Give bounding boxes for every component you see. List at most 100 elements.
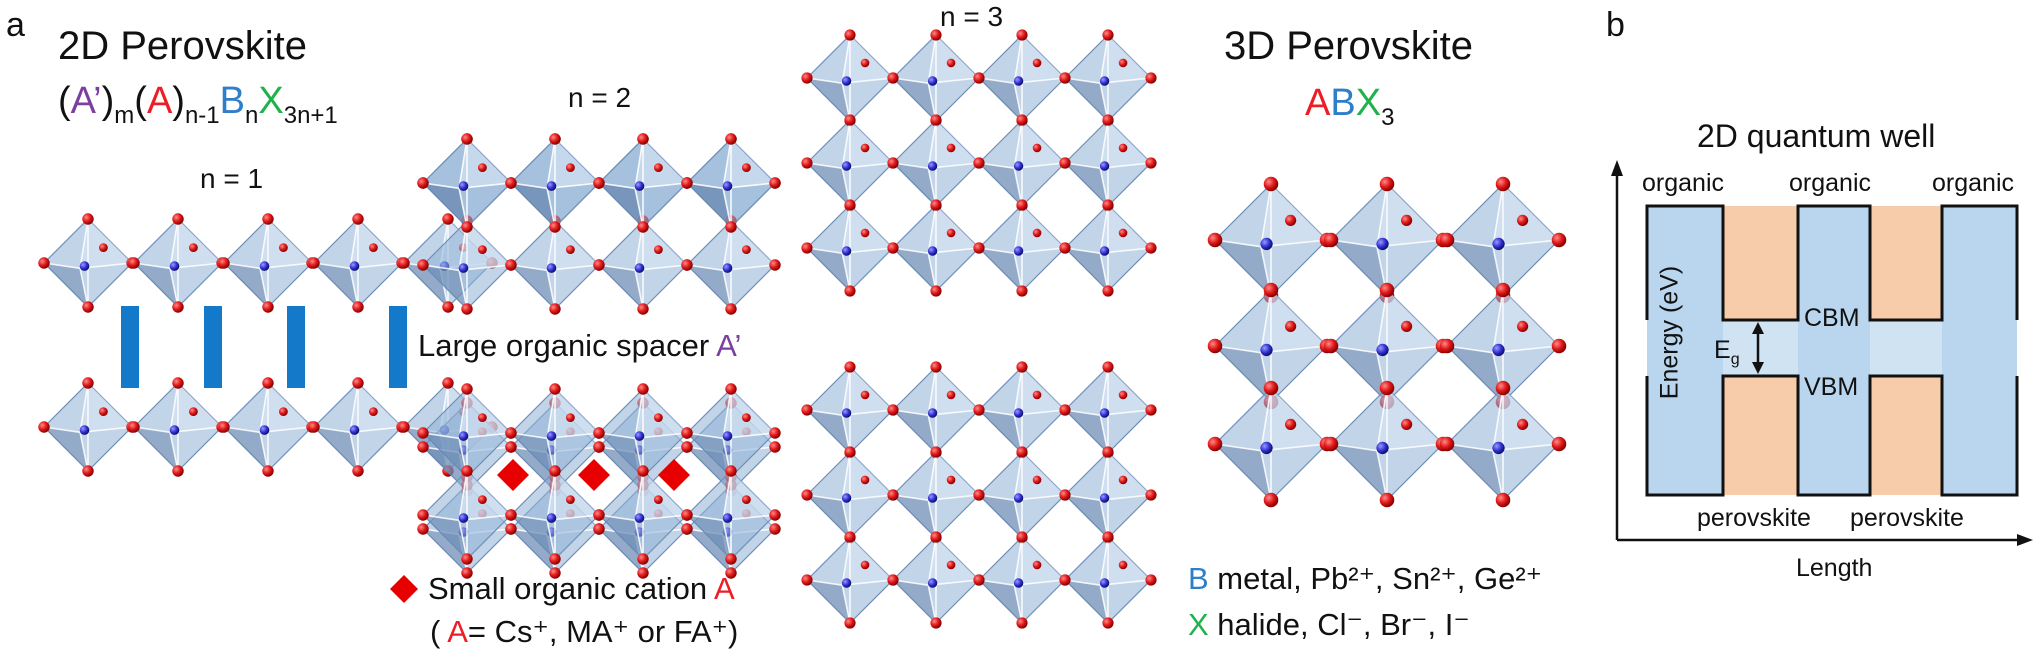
perovskite-well-bottom bbox=[1870, 376, 1942, 495]
octahedron-facet bbox=[80, 219, 132, 269]
octahedron-edge bbox=[722, 188, 732, 228]
octahedron-edge bbox=[841, 34, 851, 84]
octahedron-facet bbox=[842, 120, 893, 169]
halide-atom bbox=[654, 495, 663, 504]
perovskite-well-bottom bbox=[1723, 376, 1798, 495]
y-axis-label: Energy (eV) bbox=[1655, 265, 1684, 400]
halide-atom bbox=[1102, 446, 1114, 458]
halide-atom bbox=[801, 574, 813, 586]
halide-atom bbox=[1032, 228, 1042, 238]
metal-atom bbox=[1099, 246, 1110, 256]
octahedron bbox=[593, 133, 693, 233]
octahedron-facet bbox=[842, 35, 893, 84]
halide-atom bbox=[1495, 282, 1511, 298]
octahedron-facet bbox=[511, 515, 555, 559]
halide-atom bbox=[930, 531, 942, 543]
octahedron-facet bbox=[807, 410, 850, 453]
octahedron-facet bbox=[979, 410, 1022, 453]
halide-atom bbox=[681, 441, 693, 453]
octahedron-edge bbox=[1013, 119, 1023, 169]
metal-atom bbox=[1376, 343, 1389, 357]
octahedron-edge bbox=[927, 119, 937, 169]
octahedron-edge bbox=[978, 409, 1015, 416]
halide-atom bbox=[860, 475, 870, 485]
3d-lattice bbox=[1207, 176, 1567, 508]
octahedron-facet bbox=[979, 248, 1022, 291]
halide-atom bbox=[308, 421, 320, 433]
octahedron-edge bbox=[1099, 451, 1109, 501]
metal-atom bbox=[546, 431, 557, 441]
halide-atom bbox=[637, 133, 649, 145]
halide-atom bbox=[681, 177, 693, 189]
metal-atom bbox=[927, 76, 938, 86]
octahedron-edge bbox=[634, 188, 644, 228]
metal-atom bbox=[349, 261, 360, 271]
octahedron-facet bbox=[314, 427, 358, 471]
halide-atom bbox=[549, 133, 561, 145]
halide-atom bbox=[1032, 58, 1042, 68]
halide-atom bbox=[1263, 282, 1279, 298]
spacer-bar bbox=[121, 306, 139, 388]
2d-perovskite-formula: (A’)m(A)n-1BnX3n+1 bbox=[58, 82, 338, 128]
halide-atom bbox=[1285, 320, 1297, 332]
halide-atom bbox=[1059, 72, 1071, 84]
octahedron-edge bbox=[133, 262, 171, 270]
octahedron-facet bbox=[1014, 205, 1065, 254]
metal-atom bbox=[841, 161, 852, 171]
octahedron-edge bbox=[598, 264, 636, 272]
metal-atom bbox=[1099, 76, 1110, 86]
halide-atom bbox=[1016, 617, 1028, 629]
perovskite-label-1: perovskite bbox=[1697, 504, 1811, 532]
halide-atom bbox=[352, 465, 364, 477]
halide-atom bbox=[549, 303, 561, 315]
octahedron-facet bbox=[979, 163, 1022, 206]
octahedron-edge bbox=[259, 432, 269, 472]
octahedron bbox=[887, 531, 985, 629]
octahedron-facet bbox=[979, 78, 1022, 121]
octahedron bbox=[593, 465, 693, 565]
cation-examples: ( A= Cs⁺, MA⁺ or FA⁺) bbox=[430, 616, 738, 647]
octahedron-facet bbox=[842, 452, 893, 501]
octahedron-edge bbox=[313, 262, 351, 270]
octahedron-edge bbox=[510, 182, 548, 190]
octahedron-edge bbox=[223, 426, 261, 434]
bandgap-arrow-head bbox=[1752, 322, 1764, 334]
halide-atom bbox=[946, 228, 956, 238]
halide-atom bbox=[478, 413, 487, 422]
octahedron-edge bbox=[1492, 387, 1504, 451]
octahedron-edge bbox=[806, 247, 843, 254]
halide-atom bbox=[352, 377, 364, 389]
halide-atom bbox=[930, 446, 942, 458]
halide-atom bbox=[82, 465, 94, 477]
octahedron-edge bbox=[169, 432, 179, 472]
y-axis-arrow bbox=[1611, 160, 1623, 176]
halide-atom bbox=[417, 177, 429, 189]
octahedron-facet bbox=[1331, 444, 1387, 500]
octahedron-edge bbox=[1099, 34, 1109, 84]
octahedron-facet bbox=[1014, 120, 1065, 169]
metal-atom bbox=[458, 181, 469, 191]
octahedron-edge bbox=[686, 514, 724, 522]
octahedron-edge bbox=[806, 162, 843, 169]
halide-atom bbox=[417, 441, 429, 453]
octahedron bbox=[505, 133, 605, 233]
organic-label-1: organic bbox=[1642, 169, 1724, 197]
octahedron-edge bbox=[686, 264, 724, 272]
octahedron-facet bbox=[1492, 388, 1559, 451]
octahedron bbox=[973, 114, 1071, 212]
metal-atom bbox=[79, 425, 90, 435]
octahedron-edge bbox=[259, 218, 269, 269]
octahedron bbox=[417, 383, 517, 483]
halide-atom bbox=[844, 531, 856, 543]
octahedron bbox=[38, 377, 138, 477]
octahedron-edge bbox=[349, 382, 359, 433]
metal-atom bbox=[458, 431, 469, 441]
2d-formula-subscript: m bbox=[114, 102, 135, 129]
perovskite-well-top bbox=[1870, 206, 1942, 320]
octahedron-edge bbox=[1013, 584, 1023, 624]
octahedron-edge bbox=[79, 268, 89, 308]
halide-atom bbox=[637, 383, 649, 395]
metal-atom bbox=[927, 246, 938, 256]
octahedron-edge bbox=[1064, 247, 1101, 254]
halide-atom bbox=[801, 72, 813, 84]
